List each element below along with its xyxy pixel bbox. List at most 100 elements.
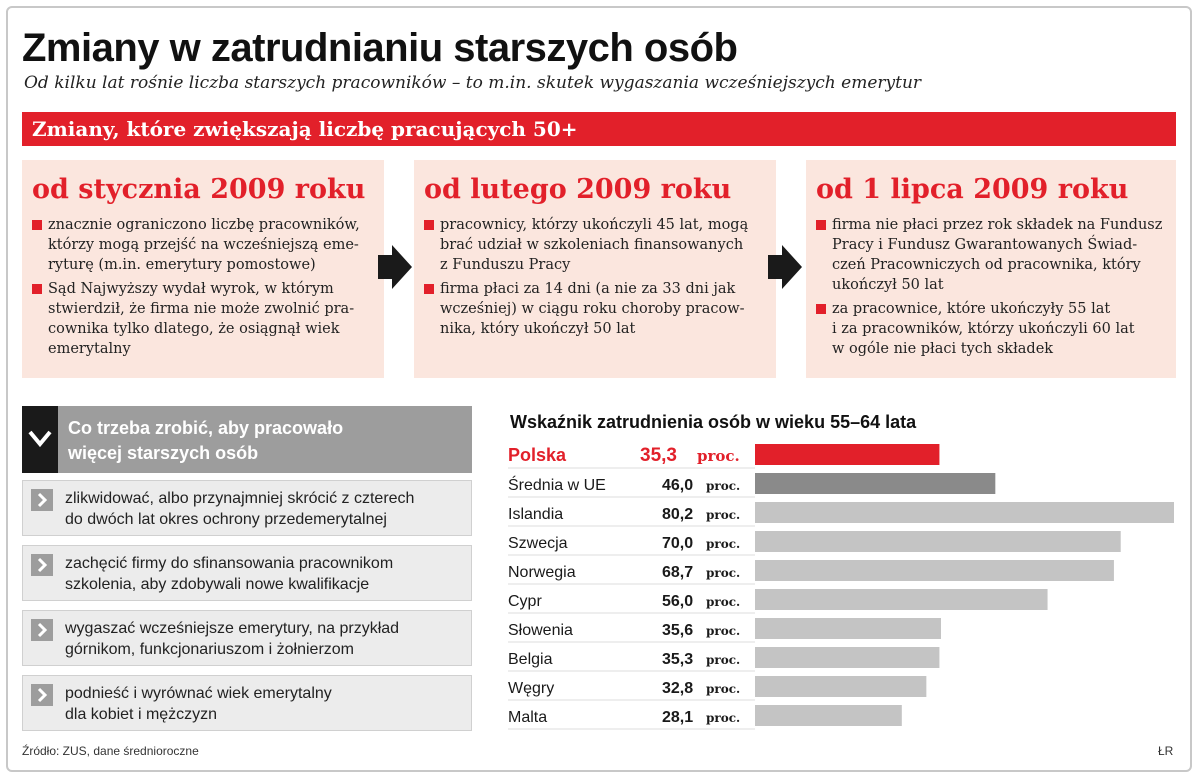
category-label: Średnia w UE (508, 475, 606, 494)
value-label: 70,0 (662, 535, 693, 552)
phase-bullet: Sąd Najwyższy wydał wyrok, w którym stwie… (32, 279, 374, 359)
phase-bullet-line: pracownicy, którzy ukończyli 45 lat, mog… (440, 217, 749, 233)
todo-item-line: górnikom, funkcjonariuszom i żołnierzom (65, 641, 354, 658)
phase-box: od 1 lipca 2009 roku firma nie płaci prze… (806, 160, 1176, 378)
phase-bullet-line: wcześniej) w ciągu roku choroby pracow- (440, 301, 745, 317)
bullet-square-icon (816, 220, 826, 230)
bar (755, 560, 1114, 581)
phase-bullets: pracownicy, którzy ukończyli 45 lat, mog… (424, 215, 766, 339)
chevron-right-icon (31, 684, 53, 706)
todo-item-line: dla kobiet i mężczyzn (65, 706, 218, 723)
phase-box: od lutego 2009 roku pracownicy, którzy uk… (414, 160, 776, 378)
phase-bullet-line: emerytalny (48, 341, 131, 357)
bar (755, 647, 940, 668)
phase-bullet-line: znacznie ograniczono liczbę pracowników, (48, 217, 360, 233)
value-label: 68,7 (662, 564, 693, 581)
chevron-right-icon (31, 619, 53, 641)
todo-item-line: szkolenia, aby zdobywali nowe kwalifikac… (65, 576, 370, 593)
todo-heading: Co trzeba zrobić, aby pracowało więcej s… (68, 416, 458, 466)
chart-title: Wskaźnik zatrudnienia osób w wieku 55–64… (510, 412, 917, 432)
phase-bullet-line: cownika tylko dlatego, że osiągnął wiek (48, 321, 340, 337)
phase-bullet-line: firma nie płaci przez rok składek na Fun… (832, 217, 1163, 233)
bar (755, 531, 1121, 552)
value-label: 80,2 (662, 506, 693, 523)
bar (755, 618, 941, 639)
unit-label: proc. (706, 624, 740, 638)
bar (755, 676, 927, 697)
category-label: Malta (508, 709, 547, 726)
phase-bullet-line: którzy mogą przejść na wcześniejszą eme- (48, 237, 359, 253)
phase-bullet: pracownicy, którzy ukończyli 45 lat, mog… (424, 215, 766, 275)
unit-label: proc. (706, 595, 740, 609)
unit-label: proc. (706, 508, 740, 522)
todo-item-line: podnieść i wyrównać wiek emerytalny (65, 685, 332, 702)
unit-label: proc. (706, 566, 740, 580)
unit-label: proc. (706, 479, 740, 493)
category-label: Polska (508, 445, 567, 465)
author-initials: ŁR (1158, 744, 1174, 758)
phase-bullet: za pracownice, które ukończyły 55 lat i z… (816, 299, 1166, 359)
bullet-square-icon (32, 284, 42, 294)
phase-bullet-line: i za pracowników, którzy ukończyli 60 la… (832, 321, 1135, 337)
todo-item-text: zlikwidować, albo przynajmniej skrócić z… (65, 488, 465, 530)
todo-item-text: podnieść i wyrównać wiek emerytalny dla k… (65, 683, 465, 725)
unit-label: proc. (706, 682, 740, 696)
value-label: 56,0 (662, 593, 693, 610)
todo-item-text: zachęcić firmy do sfinansowania pracowni… (65, 553, 465, 595)
unit-label: proc. (706, 711, 740, 725)
category-label: Islandia (508, 506, 563, 523)
todo-item: zachęcić firmy do sfinansowania pracowni… (22, 545, 472, 601)
phase-bullet: firma nie płaci przez rok składek na Fun… (816, 215, 1166, 295)
page-subtitle: Od kilku lat rośnie liczba starszych pra… (24, 73, 922, 93)
unit-label: proc. (697, 447, 740, 465)
value-label: 35,3 (640, 445, 677, 466)
value-label: 28,1 (662, 709, 693, 726)
todo-header: Co trzeba zrobić, aby pracowało więcej s… (22, 406, 472, 473)
phase-heading: od lutego 2009 roku (424, 174, 732, 205)
todo-item-line: zlikwidować, albo przynajmniej skrócić z… (65, 490, 415, 507)
page-title: Zmiany w zatrudnianiu starszych osób (22, 26, 738, 70)
todo-item-line: zachęcić firmy do sfinansowania pracowni… (65, 555, 394, 572)
todo-heading-line: Co trzeba zrobić, aby pracowało (68, 418, 344, 438)
bar (755, 589, 1048, 610)
todo-item-line: wygaszać wcześniejsze emerytury, na przy… (65, 620, 400, 637)
unit-label: proc. (706, 653, 740, 667)
phase-box: od stycznia 2009 roku znacznie ograniczon… (22, 160, 384, 378)
bullet-square-icon (424, 284, 434, 294)
source-note: Źródło: ZUS, dane średnioroczne (22, 744, 199, 758)
phase-bullet-line: nika, który ukończył 50 lat (440, 321, 636, 337)
chevron-right-icon (31, 489, 53, 511)
bar (755, 444, 940, 465)
phase-bullet-line: czeń Pracowniczych od pracownika, który (832, 257, 1141, 273)
phase-heading: od stycznia 2009 roku (32, 174, 366, 205)
arrow-right-icon (768, 245, 802, 289)
employment-chart: Polska 35,3 proc.Średnia w UE 46,0 proc.Isla… (508, 444, 1174, 730)
phase-heading: od 1 lipca 2009 roku (816, 174, 1129, 205)
category-label: Węgry (508, 680, 554, 697)
arrow-right-icon (378, 245, 412, 289)
phase-bullet-line: ukończył 50 lat (832, 277, 944, 293)
phase-bullet-line: Sąd Najwyższy wydał wyrok, w którym (48, 281, 334, 297)
phase-bullet-line: za pracownice, które ukończyły 55 lat (832, 301, 1111, 317)
phase-bullet: firma płaci za 14 dni (a nie za 33 dni j… (424, 279, 766, 339)
phase-bullet-line: brać udział w szkoleniach finansowanych (440, 237, 744, 253)
category-label: Słowenia (508, 622, 573, 639)
value-label: 32,8 (662, 680, 693, 697)
todo-item: podnieść i wyrównać wiek emerytalny dla k… (22, 675, 472, 731)
todo-heading-line: więcej starszych osób (68, 443, 259, 463)
todo-item-text: wygaszać wcześniejsze emerytury, na przy… (65, 618, 465, 660)
category-label: Szwecja (508, 535, 568, 552)
bar (755, 473, 996, 494)
bar (755, 705, 902, 726)
todo-item: zlikwidować, albo przynajmniej skrócić z… (22, 480, 472, 536)
phase-bullet-line: z Funduszu Pracy (440, 257, 571, 273)
phase-bullets: znacznie ograniczono liczbę pracowników,… (32, 215, 374, 359)
value-label: 35,6 (662, 622, 693, 639)
bullet-square-icon (32, 220, 42, 230)
section-banner-label: Zmiany, które zwiększają liczbę pracując… (32, 117, 578, 141)
section-banner: Zmiany, które zwiększają liczbę pracując… (22, 112, 1176, 146)
todo-item-line: do dwóch lat okres ochrony przedemerytal… (65, 511, 387, 528)
bar (755, 502, 1174, 523)
value-label: 35,3 (662, 651, 693, 668)
bullet-square-icon (424, 220, 434, 230)
